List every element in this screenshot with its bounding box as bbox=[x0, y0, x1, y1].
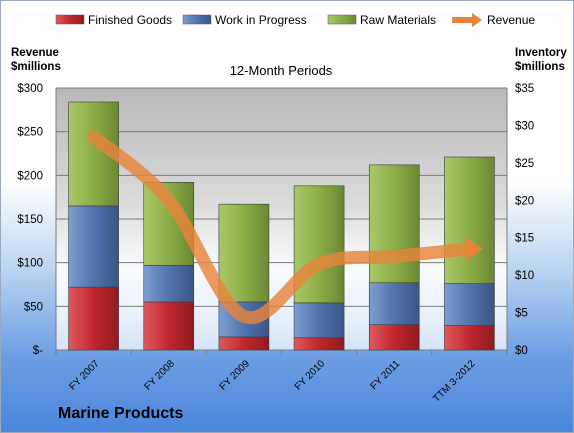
left-tick-label: $200 bbox=[17, 170, 43, 182]
legend-label: Raw Materials bbox=[360, 13, 436, 27]
bar-work-in-progress bbox=[68, 205, 119, 288]
right-axis-title: Inventory bbox=[515, 47, 567, 59]
bar-finished-goods bbox=[218, 336, 270, 351]
company-name: Marine Products bbox=[58, 405, 184, 422]
legend-swatch bbox=[327, 14, 357, 25]
revenue-arrowhead bbox=[465, 236, 484, 261]
bar-finished-goods bbox=[293, 337, 345, 351]
bar-raw-materials bbox=[218, 203, 270, 303]
revenue-line bbox=[87, 130, 476, 325]
bar-work-in-progress bbox=[444, 283, 495, 326]
right-tick-label: $20 bbox=[515, 195, 534, 207]
left-tick-label: $250 bbox=[17, 127, 43, 139]
bar-work-in-progress bbox=[143, 264, 195, 303]
right-tick-label: $35 bbox=[515, 83, 534, 95]
x-tick-label: FY 2009 bbox=[218, 358, 253, 393]
left-tick-label: $100 bbox=[17, 258, 43, 270]
left-axis-title: Revenue bbox=[11, 47, 59, 59]
bar-finished-goods bbox=[368, 324, 420, 351]
bar-finished-goods bbox=[68, 286, 119, 351]
bar-work-in-progress bbox=[368, 282, 420, 325]
legend-arrow-revenue bbox=[472, 13, 482, 27]
right-tick-label: $15 bbox=[515, 233, 534, 245]
bar-finished-goods bbox=[143, 301, 195, 351]
legend-label: Finished Goods bbox=[88, 13, 172, 27]
right-tick-label: $5 bbox=[515, 308, 528, 320]
legend-swatch bbox=[55, 14, 85, 25]
x-tick-label: FY 2007 bbox=[67, 358, 102, 393]
x-tick-label: TTM 3-2012 bbox=[431, 358, 478, 405]
chart-title: 12-Month Periods bbox=[230, 63, 333, 78]
left-tick-label: $300 bbox=[17, 83, 43, 95]
right-tick-label: $0 bbox=[515, 345, 528, 357]
right-tick-label: $25 bbox=[515, 158, 534, 170]
bar-raw-materials bbox=[368, 164, 420, 284]
x-tick-label: FY 2011 bbox=[369, 358, 403, 392]
left-tick-label: $- bbox=[33, 345, 43, 357]
left-axis-title: $millions bbox=[11, 61, 61, 73]
bar-raw-materials bbox=[444, 156, 495, 284]
bar-finished-goods bbox=[444, 325, 495, 351]
bar-work-in-progress bbox=[293, 302, 345, 339]
left-tick-label: $150 bbox=[17, 214, 43, 226]
legend-label: Work in Progress bbox=[215, 13, 307, 27]
legend-label: Revenue bbox=[487, 13, 535, 27]
right-tick-label: $10 bbox=[515, 270, 534, 282]
left-tick-label: $50 bbox=[24, 301, 43, 313]
x-tick-label: FY 2008 bbox=[142, 358, 177, 393]
right-axis-title: $millions bbox=[515, 61, 565, 73]
legend-swatch bbox=[182, 14, 212, 25]
right-tick-label: $30 bbox=[515, 120, 534, 132]
x-tick-label: FY 2010 bbox=[293, 358, 328, 393]
